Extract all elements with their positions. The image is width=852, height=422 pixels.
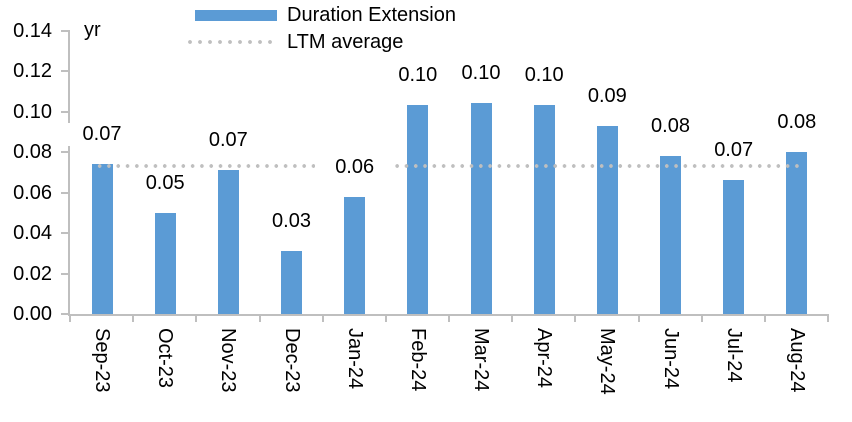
- y-axis-tick-label: 0.10: [13, 100, 52, 123]
- bar-nov-23: [217, 170, 239, 314]
- y-axis-tick-label: 0.08: [13, 141, 52, 163]
- x-axis-label-feb-24: Feb-24: [406, 328, 429, 392]
- x-axis-tick: [511, 314, 514, 322]
- x-axis-label-oct-23: Oct-23: [154, 328, 177, 389]
- bar-jun-24: [660, 156, 681, 314]
- y-axis-tick: [61, 272, 68, 275]
- bar-dec-23: [281, 251, 302, 314]
- data-label-mar-24: 0.10: [441, 62, 521, 86]
- x-axis-tick: [763, 314, 766, 322]
- legend-item-ltm-average: LTM average: [185, 31, 403, 53]
- y-axis-tick: [61, 151, 68, 153]
- bar-series-swatch-icon: [195, 9, 277, 21]
- data-label-dec-23: 0.03: [251, 210, 332, 234]
- x-axis-label-sep-23: Sep-23: [91, 328, 113, 393]
- legend-label-ltm-average: LTM average: [287, 31, 404, 53]
- x-axis-label-jun-24: Jun-24: [659, 328, 682, 390]
- ltm-average-line: [95, 163, 800, 169]
- data-label-apr-24: 0.10: [504, 64, 585, 88]
- y-axis-tick-label: 0.14: [13, 19, 52, 42]
- x-axis-tick: [700, 314, 703, 322]
- x-axis-tick: [132, 314, 135, 322]
- y-axis-tick-label: 0.06: [13, 181, 52, 204]
- x-axis-label-apr-24: Apr-24: [533, 328, 556, 389]
- data-label-sep-23: 0.07: [62, 123, 142, 147]
- bar-feb-24: [407, 105, 429, 314]
- y-axis-tick-label: 0.02: [13, 262, 52, 285]
- x-axis-tick: [637, 314, 640, 322]
- data-label-jul-24: 0.07: [693, 139, 774, 163]
- y-axis-tick-label: 0.00: [13, 303, 52, 325]
- data-label-may-24: 0.09: [567, 84, 648, 108]
- x-axis-label-jan-24: Jan-24: [343, 328, 366, 390]
- y-axis-tick: [61, 232, 68, 234]
- bar-mar-24: [470, 103, 492, 314]
- x-axis-tick: [574, 314, 577, 322]
- x-axis-tick: [448, 314, 450, 322]
- bar-may-24: [596, 125, 618, 314]
- x-axis-label-dec-23: Dec-23: [280, 328, 303, 393]
- x-axis-tick: [321, 314, 324, 322]
- x-axis-tick: [69, 314, 71, 322]
- data-label-feb-24: 0.10: [377, 64, 458, 88]
- x-axis-tick: [384, 314, 387, 322]
- y-axis-tick: [61, 191, 68, 194]
- x-axis-label-mar-24: Mar-24: [470, 328, 492, 392]
- y-axis-tick: [61, 70, 68, 72]
- y-axis-line: [68, 30, 70, 316]
- x-axis-label-may-24: May-24: [596, 328, 619, 395]
- x-axis-label-jul-24: Jul-24: [722, 328, 745, 383]
- bar-sep-23: [91, 164, 113, 314]
- legend-item-duration-extension: Duration Extension: [195, 4, 456, 26]
- dotted-line-swatch-icon: [185, 39, 275, 45]
- data-label-oct-23: 0.05: [125, 171, 206, 195]
- legend-label-duration-extension: Duration Extension: [287, 4, 456, 26]
- y-axis-tick-label: 0.12: [13, 60, 52, 82]
- data-label-jun-24: 0.08: [630, 115, 711, 139]
- x-axis-tick: [258, 314, 261, 322]
- y-axis-tick-label: 0.04: [13, 222, 52, 244]
- bar-aug-24: [786, 152, 808, 314]
- bar-jul-24: [723, 180, 745, 314]
- y-axis-tick: [61, 110, 68, 113]
- data-label-jan-24: 0.06: [314, 155, 395, 179]
- y-axis-tick: [61, 313, 68, 315]
- x-axis-tick: [827, 314, 829, 322]
- y-axis-unit-label: yr: [84, 19, 101, 41]
- bar-jan-24: [344, 196, 366, 314]
- x-axis-label-aug-24: Aug-24: [785, 328, 808, 393]
- bar-oct-23: [154, 212, 176, 314]
- y-axis-tick: [61, 29, 68, 32]
- data-label-nov-23: 0.07: [188, 129, 269, 153]
- data-label-aug-24: 0.08: [756, 111, 837, 134]
- bar-apr-24: [533, 105, 555, 314]
- x-axis-label-nov-23: Nov-23: [217, 328, 240, 393]
- x-axis-tick: [195, 314, 198, 322]
